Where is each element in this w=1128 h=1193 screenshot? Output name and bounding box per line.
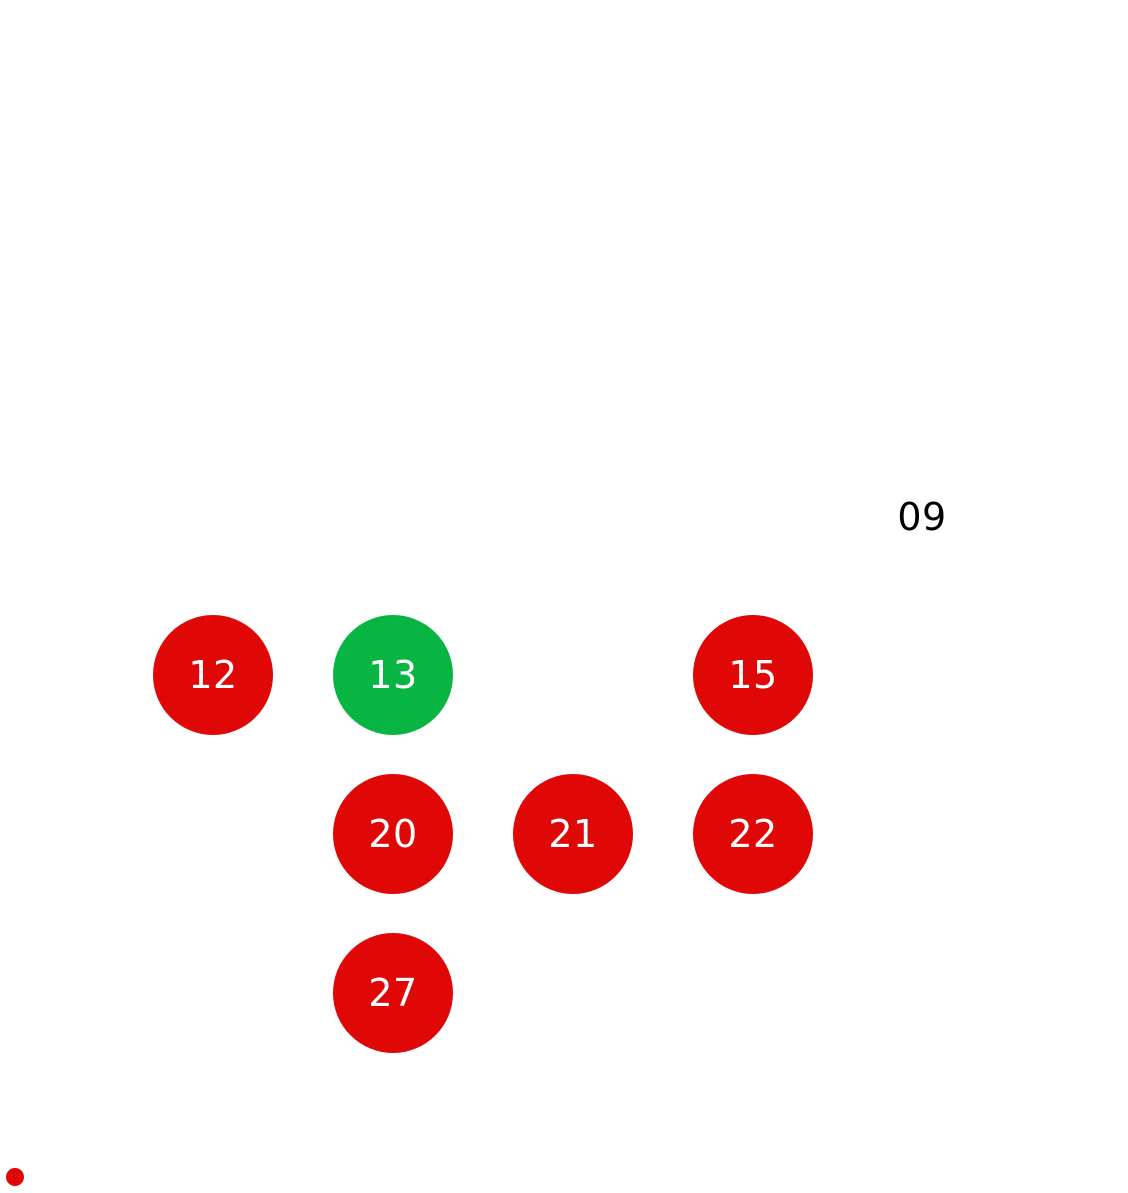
day-cell-12[interactable]: 12 bbox=[153, 615, 273, 735]
red-dot-icon bbox=[6, 1168, 24, 1186]
day-cell-20[interactable]: 20 bbox=[333, 774, 453, 894]
day-cell-09[interactable]: 09 bbox=[897, 495, 947, 539]
day-cell-15[interactable]: 15 bbox=[693, 615, 813, 735]
day-cell-13[interactable]: 13 bbox=[333, 615, 453, 735]
day-cell-27[interactable]: 27 bbox=[333, 933, 453, 1053]
day-cell-21[interactable]: 21 bbox=[513, 774, 633, 894]
day-cell-22[interactable]: 22 bbox=[693, 774, 813, 894]
